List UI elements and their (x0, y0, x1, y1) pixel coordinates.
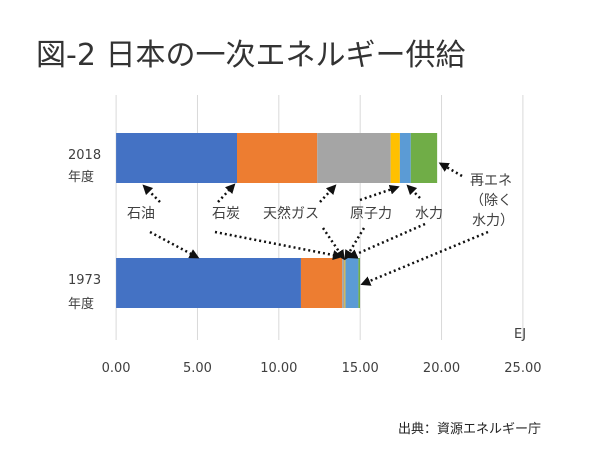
bar-segment (344, 258, 346, 308)
x-tick-label: 0.00 (102, 361, 131, 376)
bar-segment (317, 133, 391, 183)
annotation-arrow (347, 222, 426, 259)
annotation-arrow (319, 184, 337, 203)
bar-segment (345, 258, 359, 308)
bar-segment (358, 258, 361, 308)
annotation-arrow (142, 184, 161, 203)
bar-segment (300, 258, 343, 308)
x-tick-label: 15.00 (342, 361, 379, 376)
annotation-arrow (149, 230, 200, 259)
annotation-renew-1: 再エネ (470, 173, 512, 189)
annotation-renew-2: （除く (470, 193, 512, 209)
annotation-arrow (217, 183, 236, 203)
x-tick-label: 10.00 (260, 361, 297, 376)
annotation-arrow (360, 230, 489, 286)
source-note: 出典：資源エネルギー庁 (398, 422, 542, 437)
annotation-arrow (214, 230, 343, 260)
x-tick-label: 5.00 (183, 361, 212, 376)
chart-title: 図-2 日本の一次エネルギー供給 (36, 38, 466, 73)
annotation-nuclear: 原子力 (350, 206, 392, 222)
annotation-hydro: 水力 (415, 206, 443, 222)
annotation-gas: 天然ガス (263, 206, 319, 222)
bar-segment (116, 133, 238, 183)
annotation-coal: 石炭 (212, 206, 240, 222)
bar-segment (410, 133, 438, 183)
bar-segment (237, 133, 318, 183)
unit-label: EJ (514, 327, 527, 342)
annotation-arrow (344, 227, 366, 261)
annotation-oil: 石油 (127, 206, 155, 222)
annotation-arrow (359, 184, 400, 202)
x-tick-label: 25.00 (504, 361, 541, 376)
category-label-1973-suffix: 年度 (68, 297, 95, 312)
bar-segment (399, 133, 411, 183)
annotation-renew-3: 水力） (472, 213, 514, 229)
category-label-1973-year: 1973 (68, 273, 102, 288)
annotation-arrow (406, 184, 421, 199)
annotation-arrow (321, 227, 345, 261)
x-tick-label: 20.00 (423, 361, 460, 376)
annotation-arrow (438, 162, 463, 178)
category-label-2018-year: 2018 (68, 148, 102, 163)
bar-segment (342, 258, 345, 308)
category-label-2018-suffix: 年度 (68, 170, 95, 185)
bar-segment (116, 258, 301, 308)
bar-segment (390, 133, 400, 183)
